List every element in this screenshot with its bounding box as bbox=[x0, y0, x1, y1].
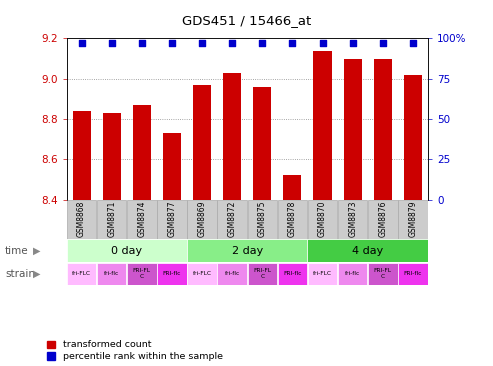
FancyBboxPatch shape bbox=[157, 200, 187, 239]
Point bbox=[318, 40, 326, 46]
Text: GSM8868: GSM8868 bbox=[77, 201, 86, 238]
Point bbox=[379, 40, 387, 46]
Text: GSM8874: GSM8874 bbox=[138, 201, 146, 238]
FancyBboxPatch shape bbox=[127, 263, 157, 285]
Bar bbox=[404, 75, 422, 199]
Text: FRI-FL
C: FRI-FL C bbox=[253, 268, 271, 279]
FancyBboxPatch shape bbox=[308, 200, 337, 239]
Point bbox=[349, 40, 356, 46]
Text: FRI-FL
C: FRI-FL C bbox=[133, 268, 151, 279]
FancyBboxPatch shape bbox=[308, 263, 337, 285]
Point bbox=[108, 40, 116, 46]
Text: GSM8878: GSM8878 bbox=[288, 201, 297, 238]
Point bbox=[138, 40, 146, 46]
Text: strain: strain bbox=[5, 269, 35, 279]
Bar bbox=[253, 87, 271, 199]
FancyBboxPatch shape bbox=[187, 239, 308, 262]
Text: GSM8870: GSM8870 bbox=[318, 201, 327, 238]
FancyBboxPatch shape bbox=[187, 263, 217, 285]
Point bbox=[258, 40, 266, 46]
FancyBboxPatch shape bbox=[278, 200, 307, 239]
FancyBboxPatch shape bbox=[97, 200, 127, 239]
FancyBboxPatch shape bbox=[278, 263, 307, 285]
FancyBboxPatch shape bbox=[217, 200, 247, 239]
Text: GSM8879: GSM8879 bbox=[408, 201, 418, 238]
Point bbox=[198, 40, 206, 46]
Text: fri-flc: fri-flc bbox=[104, 271, 119, 276]
Text: GSM8876: GSM8876 bbox=[378, 201, 387, 238]
Bar bbox=[344, 59, 362, 199]
Text: ▶: ▶ bbox=[33, 246, 40, 255]
FancyBboxPatch shape bbox=[217, 263, 247, 285]
Text: GSM8875: GSM8875 bbox=[258, 201, 267, 238]
Bar bbox=[72, 111, 91, 199]
FancyBboxPatch shape bbox=[157, 263, 187, 285]
Legend: transformed count, percentile rank within the sample: transformed count, percentile rank withi… bbox=[47, 340, 223, 361]
Text: FRI-FL
C: FRI-FL C bbox=[374, 268, 392, 279]
Text: fri-flc: fri-flc bbox=[345, 271, 360, 276]
FancyBboxPatch shape bbox=[368, 200, 397, 239]
FancyBboxPatch shape bbox=[338, 263, 367, 285]
Text: FRI-flc: FRI-flc bbox=[404, 271, 422, 276]
Bar bbox=[283, 175, 301, 199]
Bar bbox=[374, 59, 392, 199]
FancyBboxPatch shape bbox=[67, 200, 96, 239]
Bar bbox=[133, 105, 151, 199]
Bar bbox=[314, 51, 332, 199]
FancyBboxPatch shape bbox=[247, 263, 277, 285]
Text: FRI-flc: FRI-flc bbox=[283, 271, 302, 276]
Text: 4 day: 4 day bbox=[352, 246, 384, 255]
Text: 2 day: 2 day bbox=[232, 246, 263, 255]
Text: fri-FLC: fri-FLC bbox=[193, 271, 211, 276]
Text: 0 day: 0 day bbox=[111, 246, 142, 255]
Text: GSM8873: GSM8873 bbox=[348, 201, 357, 238]
FancyBboxPatch shape bbox=[368, 263, 397, 285]
Text: GSM8869: GSM8869 bbox=[198, 201, 207, 238]
Text: GDS451 / 15466_at: GDS451 / 15466_at bbox=[182, 14, 311, 27]
Bar bbox=[103, 113, 121, 199]
FancyBboxPatch shape bbox=[97, 263, 127, 285]
Point bbox=[409, 40, 417, 46]
Text: fri-FLC: fri-FLC bbox=[72, 271, 91, 276]
Text: GSM8872: GSM8872 bbox=[228, 201, 237, 238]
Text: fri-FLC: fri-FLC bbox=[313, 271, 332, 276]
Text: time: time bbox=[5, 246, 29, 255]
FancyBboxPatch shape bbox=[247, 200, 277, 239]
Bar bbox=[193, 85, 211, 199]
FancyBboxPatch shape bbox=[398, 200, 427, 239]
FancyBboxPatch shape bbox=[67, 239, 187, 262]
Bar bbox=[223, 73, 241, 199]
Point bbox=[288, 40, 296, 46]
FancyBboxPatch shape bbox=[308, 239, 428, 262]
FancyBboxPatch shape bbox=[187, 200, 217, 239]
Bar bbox=[163, 133, 181, 199]
FancyBboxPatch shape bbox=[67, 263, 96, 285]
Point bbox=[168, 40, 176, 46]
Point bbox=[78, 40, 86, 46]
FancyBboxPatch shape bbox=[398, 263, 427, 285]
FancyBboxPatch shape bbox=[338, 200, 367, 239]
Text: ▶: ▶ bbox=[33, 269, 40, 279]
Text: fri-flc: fri-flc bbox=[224, 271, 240, 276]
Text: FRI-flc: FRI-flc bbox=[163, 271, 181, 276]
FancyBboxPatch shape bbox=[127, 200, 157, 239]
Point bbox=[228, 40, 236, 46]
Text: GSM8871: GSM8871 bbox=[107, 201, 116, 238]
Text: GSM8877: GSM8877 bbox=[168, 201, 176, 238]
